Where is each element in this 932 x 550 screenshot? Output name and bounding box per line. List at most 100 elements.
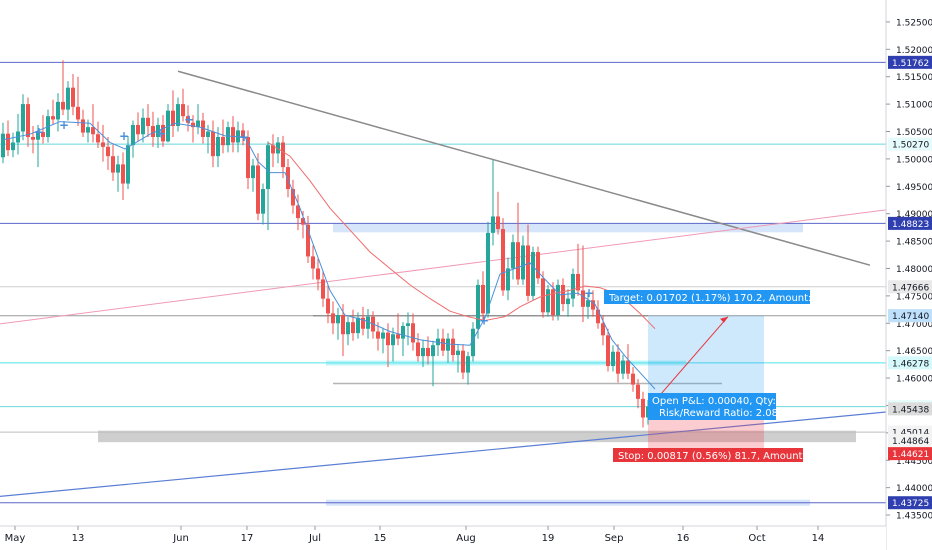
candle-body bbox=[331, 313, 335, 324]
candle-body bbox=[36, 132, 40, 140]
price-badge[interactable] bbox=[888, 55, 932, 69]
price-tick-label: 1.47500 bbox=[896, 292, 932, 302]
price-tick-label: 1.44000 bbox=[896, 484, 932, 494]
price-badge-label: 1.46278 bbox=[892, 359, 929, 369]
candle-body bbox=[296, 205, 300, 219]
candle-body bbox=[211, 131, 215, 157]
candle-body bbox=[71, 87, 75, 107]
price-badge-label: 1.45438 bbox=[892, 405, 929, 415]
candle-body bbox=[626, 360, 630, 374]
horizontal-lines bbox=[0, 61, 886, 504]
time-tick-label: Sep bbox=[605, 533, 624, 544]
candle-body bbox=[106, 146, 110, 157]
candle-body bbox=[81, 119, 85, 133]
candle-body bbox=[241, 130, 245, 137]
candle-body bbox=[146, 117, 150, 127]
candle-body bbox=[306, 224, 310, 257]
candle-body bbox=[251, 165, 255, 179]
candle-body bbox=[66, 87, 70, 110]
price-tick-label: 1.44500 bbox=[896, 457, 932, 467]
price-tick-label: 1.50500 bbox=[896, 128, 932, 138]
price-tick-label: 1.50000 bbox=[896, 155, 932, 165]
pnl-label-box bbox=[648, 393, 776, 420]
candle-body bbox=[471, 328, 475, 357]
candle-body bbox=[291, 189, 295, 206]
candle-body bbox=[141, 117, 145, 135]
price-tick-label: 1.43500 bbox=[896, 512, 932, 522]
price-badge-label: 1.51762 bbox=[892, 59, 929, 69]
price-tick-label: 1.51500 bbox=[896, 73, 932, 83]
candle-body bbox=[431, 345, 435, 357]
candle-body bbox=[271, 145, 275, 154]
ma-cross-marker: + bbox=[184, 112, 194, 126]
price-badge-label: 1.47140 bbox=[892, 312, 929, 322]
candle-body bbox=[276, 142, 280, 154]
candle-body bbox=[256, 165, 260, 214]
candle-body bbox=[506, 268, 510, 291]
candle-body bbox=[21, 104, 25, 132]
candle-body bbox=[586, 300, 590, 307]
candle-body bbox=[136, 124, 140, 135]
price-tick-label: 1.47000 bbox=[896, 320, 932, 330]
ma-fast-line bbox=[2, 121, 656, 390]
candle-body bbox=[351, 322, 355, 334]
price-badge[interactable] bbox=[888, 216, 932, 230]
ma-slow-line bbox=[267, 142, 656, 330]
candle-body bbox=[501, 229, 505, 291]
candle-body bbox=[406, 323, 410, 327]
candle-body bbox=[86, 127, 90, 133]
ma-cross-marker: + bbox=[34, 125, 44, 139]
price-badge[interactable] bbox=[888, 402, 932, 416]
candle-body bbox=[426, 347, 430, 357]
price-badge[interactable] bbox=[888, 496, 932, 510]
candle-body bbox=[31, 136, 35, 140]
candle-body bbox=[341, 315, 345, 335]
candle-body bbox=[576, 273, 580, 291]
time-tick-label: 15 bbox=[374, 533, 387, 544]
rr-label: Risk/Reward Ratio: 2.08 bbox=[659, 408, 778, 419]
price-tick-label: 1.51000 bbox=[896, 101, 932, 111]
time-axis-background bbox=[0, 526, 886, 550]
candle-body bbox=[466, 356, 470, 373]
price-badge[interactable] bbox=[888, 433, 932, 447]
price-badge[interactable] bbox=[888, 280, 932, 294]
time-tick-label: 13 bbox=[72, 533, 85, 544]
time-axis[interactable]: May 13 Jun 17 Jul 15 Aug 19 Sep 16 Oct 14 bbox=[0, 525, 886, 550]
candle-body bbox=[611, 351, 615, 367]
price-badge[interactable] bbox=[888, 309, 932, 323]
candle-body bbox=[496, 216, 500, 230]
candle-body bbox=[171, 110, 175, 127]
ma-cross-marker: + bbox=[584, 286, 594, 300]
price-badge-label: 1.48823 bbox=[892, 220, 929, 230]
candle-body bbox=[491, 216, 495, 233]
price-badge[interactable] bbox=[888, 356, 932, 370]
price-badge-label: 1.44621 bbox=[892, 450, 929, 460]
candle-body bbox=[346, 322, 350, 335]
candle-body bbox=[376, 331, 380, 339]
long-position-tool[interactable] bbox=[648, 315, 764, 454]
candle-body bbox=[116, 164, 120, 173]
ma-cross-marker: + bbox=[479, 314, 489, 328]
candle-body bbox=[546, 289, 550, 313]
candle-body bbox=[476, 284, 480, 329]
candle-body bbox=[6, 133, 10, 151]
price-badge-label: 1.43725 bbox=[892, 499, 929, 509]
price-tick-label: 1.48500 bbox=[896, 238, 932, 248]
candle-body bbox=[566, 298, 570, 305]
candle-body bbox=[181, 104, 185, 117]
candle-body bbox=[41, 132, 45, 137]
candle-body bbox=[526, 245, 530, 296]
candle-body bbox=[456, 350, 460, 356]
candle-body bbox=[401, 326, 405, 339]
candle-body bbox=[516, 242, 520, 280]
candlesticks bbox=[1, 60, 650, 428]
candle-body bbox=[596, 309, 600, 324]
price-badge[interactable] bbox=[888, 447, 932, 461]
candle-body bbox=[326, 298, 330, 314]
price-badge[interactable] bbox=[888, 137, 932, 151]
candle-body bbox=[321, 279, 325, 299]
price-axis[interactable]: 1.52500 1.52000 1.51500 1.51000 1.50500 1.500… bbox=[885, 0, 932, 550]
candle-body bbox=[606, 335, 610, 367]
candle-body bbox=[511, 242, 515, 269]
